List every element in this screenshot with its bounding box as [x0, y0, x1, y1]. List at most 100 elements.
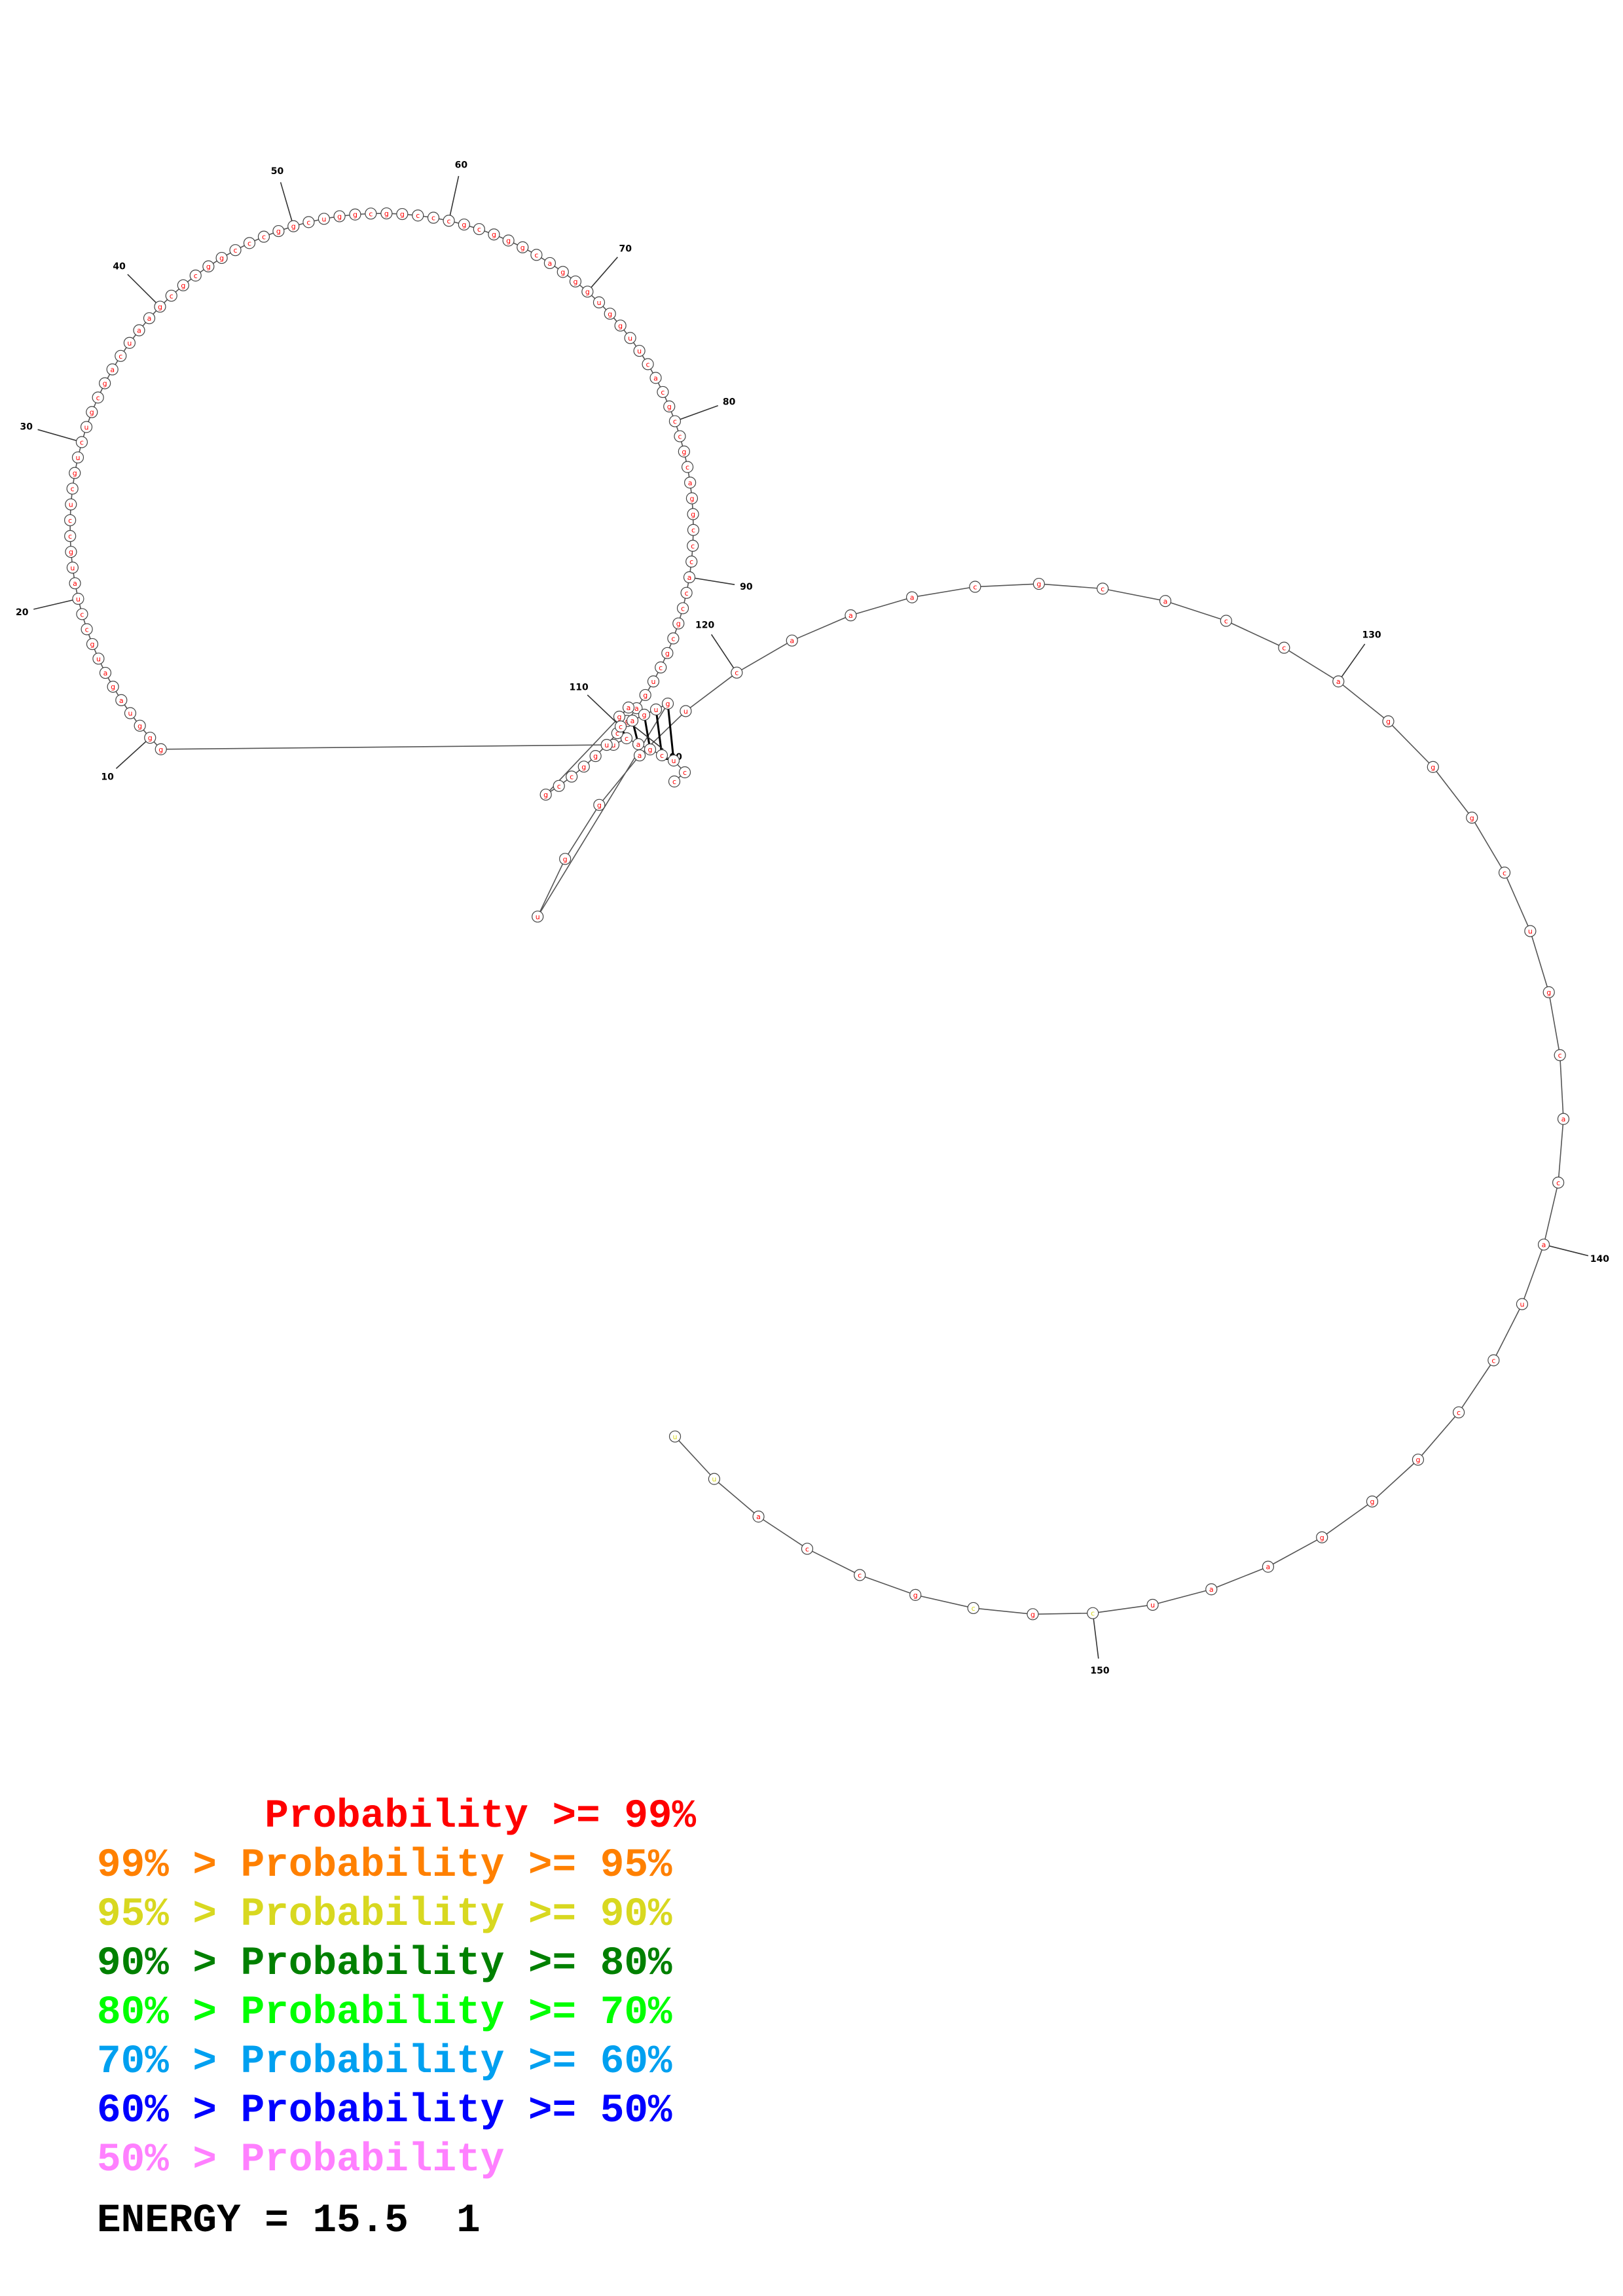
- nucleotide-circle: [1146, 1598, 1159, 1611]
- nucleotide-circle: [502, 234, 515, 247]
- nucleotide-letter: u: [69, 501, 73, 509]
- nucleotide-letter: g: [206, 262, 211, 271]
- nucleotide: a: [543, 257, 556, 270]
- nucleotide-circle: [134, 719, 146, 732]
- nucleotide-letter: c: [683, 768, 687, 777]
- nucleotide-letter: c: [447, 217, 451, 225]
- nucleotide-letter: c: [673, 418, 677, 426]
- nucleotide-letter: c: [1556, 1179, 1560, 1187]
- nucleotide: u: [649, 703, 663, 716]
- tick-layer: 102030405060708090100110120130140150: [16, 160, 1609, 1676]
- nucleotide-letter: u: [672, 757, 676, 765]
- nucleotide-circle: [642, 358, 654, 370]
- tick-label: 150: [1090, 1666, 1109, 1676]
- nucleotide-letter: g: [337, 212, 342, 221]
- nucleotide-circle: [427, 211, 440, 224]
- nucleotide: g: [613, 710, 626, 723]
- nucleotide-circle: [680, 705, 692, 717]
- nucleotide-letter: g: [618, 321, 623, 330]
- legend-row-50-60: 60% > Probability >= 50%: [97, 2089, 672, 2134]
- nucleotide-letter: c: [1503, 869, 1506, 877]
- nucleotide-circle: [678, 766, 691, 779]
- backbone-segment: [1152, 1588, 1212, 1605]
- nucleotide-letter: g: [219, 254, 224, 262]
- tick-line: [587, 257, 618, 293]
- nucleotide-circle: [66, 482, 79, 495]
- nucleotide-circle: [1516, 1298, 1529, 1310]
- nucleotide-circle: [1498, 867, 1511, 879]
- nucleotide: c: [969, 581, 981, 593]
- nucleotide-circle: [71, 451, 84, 464]
- nucleotide-letter: g: [1030, 1610, 1035, 1619]
- nucleotide: c: [687, 524, 700, 536]
- nucleotide-letter: g: [506, 236, 511, 245]
- nucleotide: a: [1332, 675, 1345, 688]
- nucleotide-circle: [72, 592, 84, 605]
- nucleotide-letter: u: [673, 1433, 678, 1441]
- nucleotide: g: [577, 761, 590, 773]
- nucleotide: c: [1552, 1176, 1565, 1189]
- nucleotide-circle: [657, 386, 669, 399]
- nucleotide-circle: [624, 332, 636, 344]
- nucleotide-letter: g: [648, 745, 653, 754]
- nucleotide-letter: g: [563, 855, 568, 863]
- nucleotide-circle: [1466, 812, 1478, 824]
- nucleotide-letter: g: [1386, 717, 1391, 726]
- nucleotide: a: [845, 609, 857, 622]
- nucleotide: c: [92, 391, 104, 404]
- nucleotide: c: [655, 661, 667, 673]
- nucleotide: c: [443, 215, 455, 227]
- nucleotide: g: [202, 260, 215, 273]
- nucleotide-letter: a: [119, 696, 124, 705]
- nucleotide: c: [674, 430, 686, 442]
- nucleotide-circle: [115, 694, 128, 706]
- tick-line: [33, 598, 79, 610]
- nucleotide: c: [687, 539, 699, 552]
- nucleotide-letter: g: [1415, 1456, 1420, 1464]
- nucleotide: g: [1316, 1531, 1328, 1543]
- nucleotide-circle: [661, 697, 674, 710]
- nucleotide-circle: [1487, 1354, 1500, 1367]
- nucleotide: u: [318, 213, 330, 225]
- nucleotide: c: [676, 602, 689, 615]
- nucleotide-letter: a: [103, 669, 108, 677]
- nucleotide-letter: u: [712, 1475, 716, 1484]
- nucleotide-circle: [517, 241, 529, 253]
- nucleotide-letter: c: [691, 542, 695, 550]
- nucleotide: g: [333, 210, 346, 223]
- nucleotide-circle: [189, 269, 202, 282]
- nucleotide-letter: a: [638, 751, 642, 760]
- nucleotide-letter: g: [666, 700, 670, 708]
- nucleotide: g: [86, 406, 98, 418]
- nucleotide: u: [1146, 1598, 1159, 1611]
- nucleotide-letter: a: [910, 594, 915, 602]
- nucleotide-circle: [668, 415, 682, 427]
- nucleotide: u: [1524, 925, 1537, 937]
- nucleotide-circle: [133, 324, 145, 336]
- nucleotide: c: [680, 586, 693, 599]
- backbone-segment: [850, 596, 913, 616]
- tick-line: [710, 634, 737, 673]
- nucleotide: a: [1557, 1113, 1570, 1125]
- nucleotide: g: [678, 445, 690, 457]
- nucleotide-letter: g: [69, 548, 73, 556]
- nucleotide-letter: g: [158, 303, 162, 312]
- nucleotide-circle: [1220, 615, 1232, 627]
- nucleotide: a: [632, 738, 645, 751]
- nucleotide: u: [123, 336, 136, 349]
- nucleotide: u: [708, 1473, 720, 1485]
- nucleotide-letter: a: [1561, 1115, 1566, 1124]
- nucleotide-circle: [1412, 1454, 1425, 1466]
- nucleotide-circle: [380, 207, 393, 220]
- nucleotide-circle: [287, 220, 300, 232]
- nucleotide-letter: u: [127, 339, 132, 348]
- nucleotide: c: [1487, 1354, 1500, 1367]
- nucleotide-letter: g: [585, 288, 590, 296]
- nucleotide-letter: c: [477, 225, 481, 234]
- nucleotide-letter: c: [973, 583, 977, 592]
- nucleotide-circle: [229, 244, 242, 257]
- nucleotide-circle: [786, 634, 798, 647]
- nucleotide-letter: c: [805, 1545, 809, 1553]
- nucleotide-circle: [1316, 1531, 1328, 1543]
- nucleotide: g: [569, 275, 582, 288]
